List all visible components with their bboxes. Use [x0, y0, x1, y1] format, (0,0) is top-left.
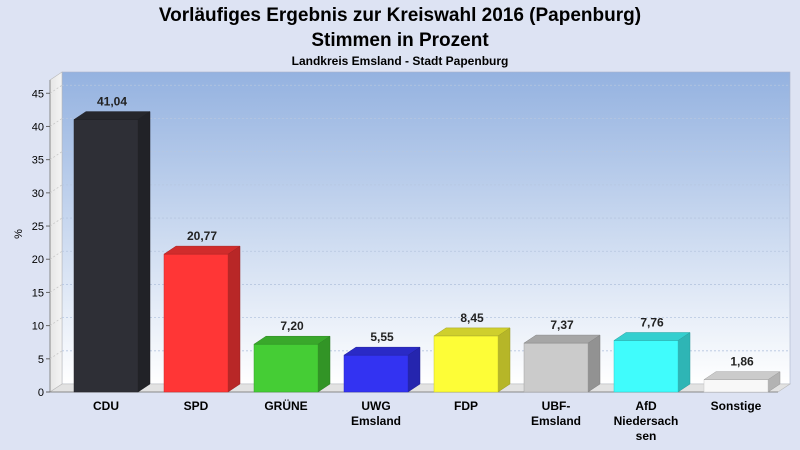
gridline-side [49, 217, 63, 227]
gridline-side [49, 317, 63, 326]
bar [343, 354, 409, 393]
category-label: UWG Emsland [351, 399, 401, 428]
bar-value-label: 41,04 [97, 95, 127, 109]
bar-value-label: 7,76 [640, 315, 664, 329]
chart-subtitle: Stimmen in Prozent [311, 30, 489, 51]
gridline-side [49, 151, 63, 160]
bar-value-label: 1,86 [730, 355, 754, 369]
bar-side [137, 111, 151, 393]
bar-top [163, 245, 241, 255]
y-tick-label: 35 [32, 155, 44, 167]
bar [73, 119, 139, 393]
category-label: AfD Niedersach sen [614, 399, 679, 443]
category-label-line: UWG [361, 399, 390, 413]
y-tick-label: 15 [32, 287, 44, 299]
y-tick-label: 40 [32, 121, 44, 133]
category-label: GRÜNE [264, 398, 307, 413]
bar [523, 342, 589, 393]
bar [253, 343, 319, 393]
y-tick-label: 20 [32, 254, 44, 266]
category-label-line: AfD [635, 399, 657, 413]
y-axis-label: % [13, 229, 25, 239]
bar-top [253, 335, 331, 345]
bar-value-label: 20,77 [187, 229, 217, 243]
bar-side [497, 327, 511, 393]
category-label-line: sen [636, 429, 657, 443]
category-label: SPD [184, 399, 209, 413]
category-label: UBF-Emsland [531, 399, 581, 428]
y-tick-label: 30 [32, 188, 44, 200]
y-tick-label: 0 [38, 387, 44, 399]
bar [163, 253, 229, 393]
category-label: CDU [93, 399, 119, 413]
bar-top [73, 111, 151, 120]
category-label-line: Emsland [351, 414, 401, 428]
category-label-line: UBF- [542, 399, 571, 413]
category-label-line: CDU [93, 399, 119, 413]
category-label-line: SPD [184, 399, 209, 413]
bar-top [343, 346, 421, 356]
bar-side [317, 335, 331, 393]
bar [613, 340, 679, 393]
gridline-side [49, 184, 63, 194]
category-label: Sonstige [711, 399, 762, 413]
category-label-line: Niedersach [614, 414, 679, 428]
category-label-line: GRÜNE [264, 398, 307, 413]
bar-value-label: 7,37 [550, 318, 574, 332]
bar-side [587, 334, 601, 393]
bar-side [227, 245, 241, 393]
category-label-line: Sonstige [711, 399, 762, 413]
gridline-side [49, 250, 63, 260]
y-tick-label: 5 [38, 354, 44, 366]
bar-top [523, 334, 601, 344]
bar [703, 379, 769, 393]
category-label-line: FDP [454, 399, 478, 413]
bars [73, 111, 781, 393]
gridline-side [49, 284, 63, 293]
gridline-side [49, 118, 63, 127]
gridline-side [49, 84, 63, 94]
y-tick-label: 10 [32, 321, 44, 333]
bar-side [677, 332, 691, 393]
category-label-line: Emsland [531, 414, 581, 428]
bar [433, 335, 499, 393]
gridline-side [49, 350, 63, 360]
y-tick-label: 25 [32, 221, 44, 233]
chart-caption: Landkreis Emsland - Stadt Papenburg [292, 54, 509, 68]
bar-top [613, 332, 691, 341]
bar-value-label: 8,45 [460, 311, 484, 325]
bar-value-label: 5,55 [370, 330, 394, 344]
y-tick-label: 45 [32, 88, 44, 100]
labels: 0 5 10 15 20 25 30 35 40 45% 41,04 CDU 20,77 SPD 7,20 G… [13, 88, 762, 443]
bar-top [703, 371, 781, 380]
category-label: FDP [454, 399, 478, 413]
chart-title: Vorläufiges Ergebnis zur Kreiswahl 2016 … [159, 5, 641, 26]
bar-value-label: 7,20 [280, 319, 304, 333]
bar-top [433, 327, 511, 337]
